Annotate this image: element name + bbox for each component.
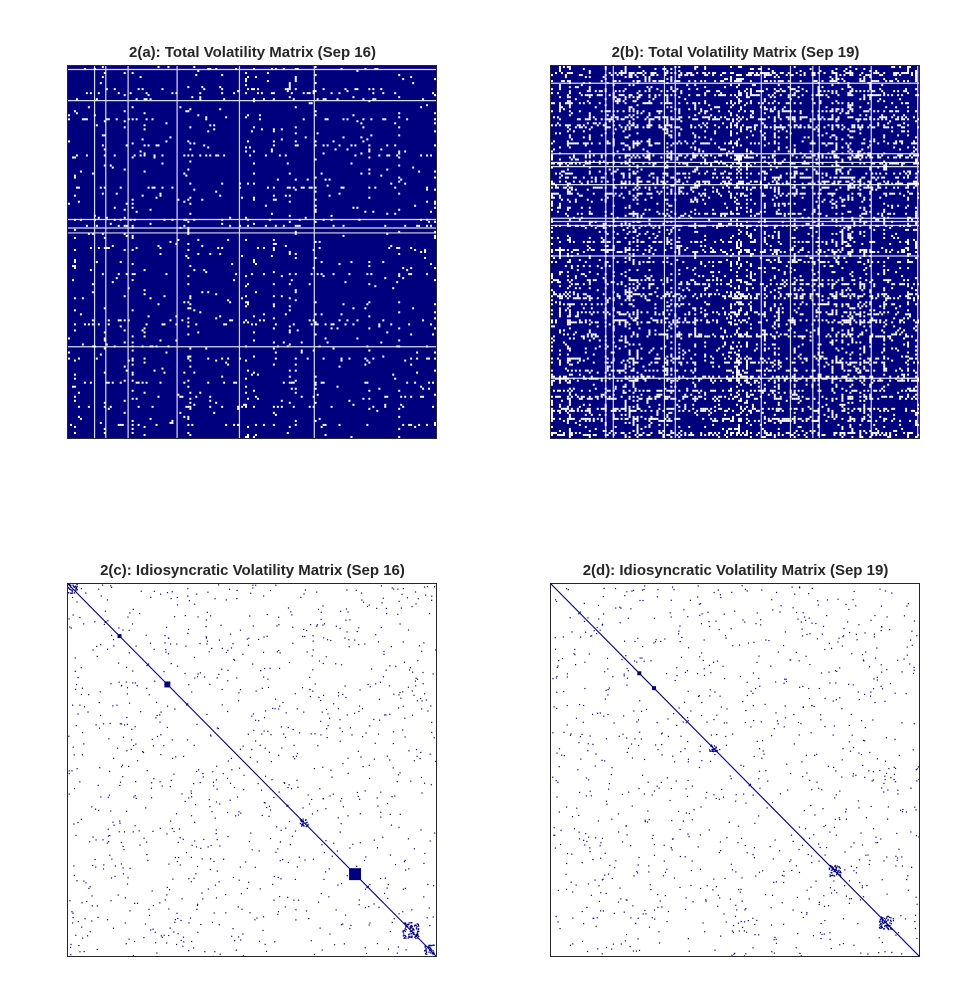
heatmap-b <box>551 66 919 438</box>
chart-title: 2(a): Total Volatility Matrix (Sep 16) <box>129 44 376 61</box>
heatmap-plot-b <box>550 65 920 439</box>
panel-idiosyncratic-volatility-sep19: 2(d): Idiosyncratic Volatility Matrix (S… <box>543 562 928 962</box>
scatter-points <box>552 585 919 956</box>
chart-title: 2(d): Idiosyncratic Volatility Matrix (S… <box>582 562 889 579</box>
heatmap-plot-c <box>67 583 437 957</box>
chart-title: 2(c): Idiosyncratic Volatility Matrix (S… <box>100 562 405 579</box>
panel-total-volatility-sep16: 2(a): Total Volatility Matrix (Sep 16) <box>60 44 445 444</box>
heatmap-plot-d <box>550 583 920 957</box>
heatmap-a <box>68 66 436 438</box>
heatmap-plot-a <box>67 65 437 439</box>
heatmap-stripes <box>551 66 919 438</box>
heatmap-background <box>68 66 436 438</box>
diagonal-blocks <box>68 584 435 955</box>
heatmap-stripes <box>68 66 436 438</box>
heatmap-c <box>68 584 436 956</box>
diagonal-line <box>551 584 919 956</box>
heatmap-d <box>551 584 919 956</box>
chart-title: 2(b): Total Volatility Matrix (Sep 19) <box>611 44 860 61</box>
diagonal-line <box>68 584 436 956</box>
panel-idiosyncratic-volatility-sep16: 2(c): Idiosyncratic Volatility Matrix (S… <box>60 562 445 962</box>
panel-total-volatility-sep19: 2(b): Total Volatility Matrix (Sep 19) <box>543 44 928 444</box>
diagonal-blocks <box>637 671 895 931</box>
heatmap-cells <box>68 66 436 438</box>
scatter-points <box>68 584 436 956</box>
